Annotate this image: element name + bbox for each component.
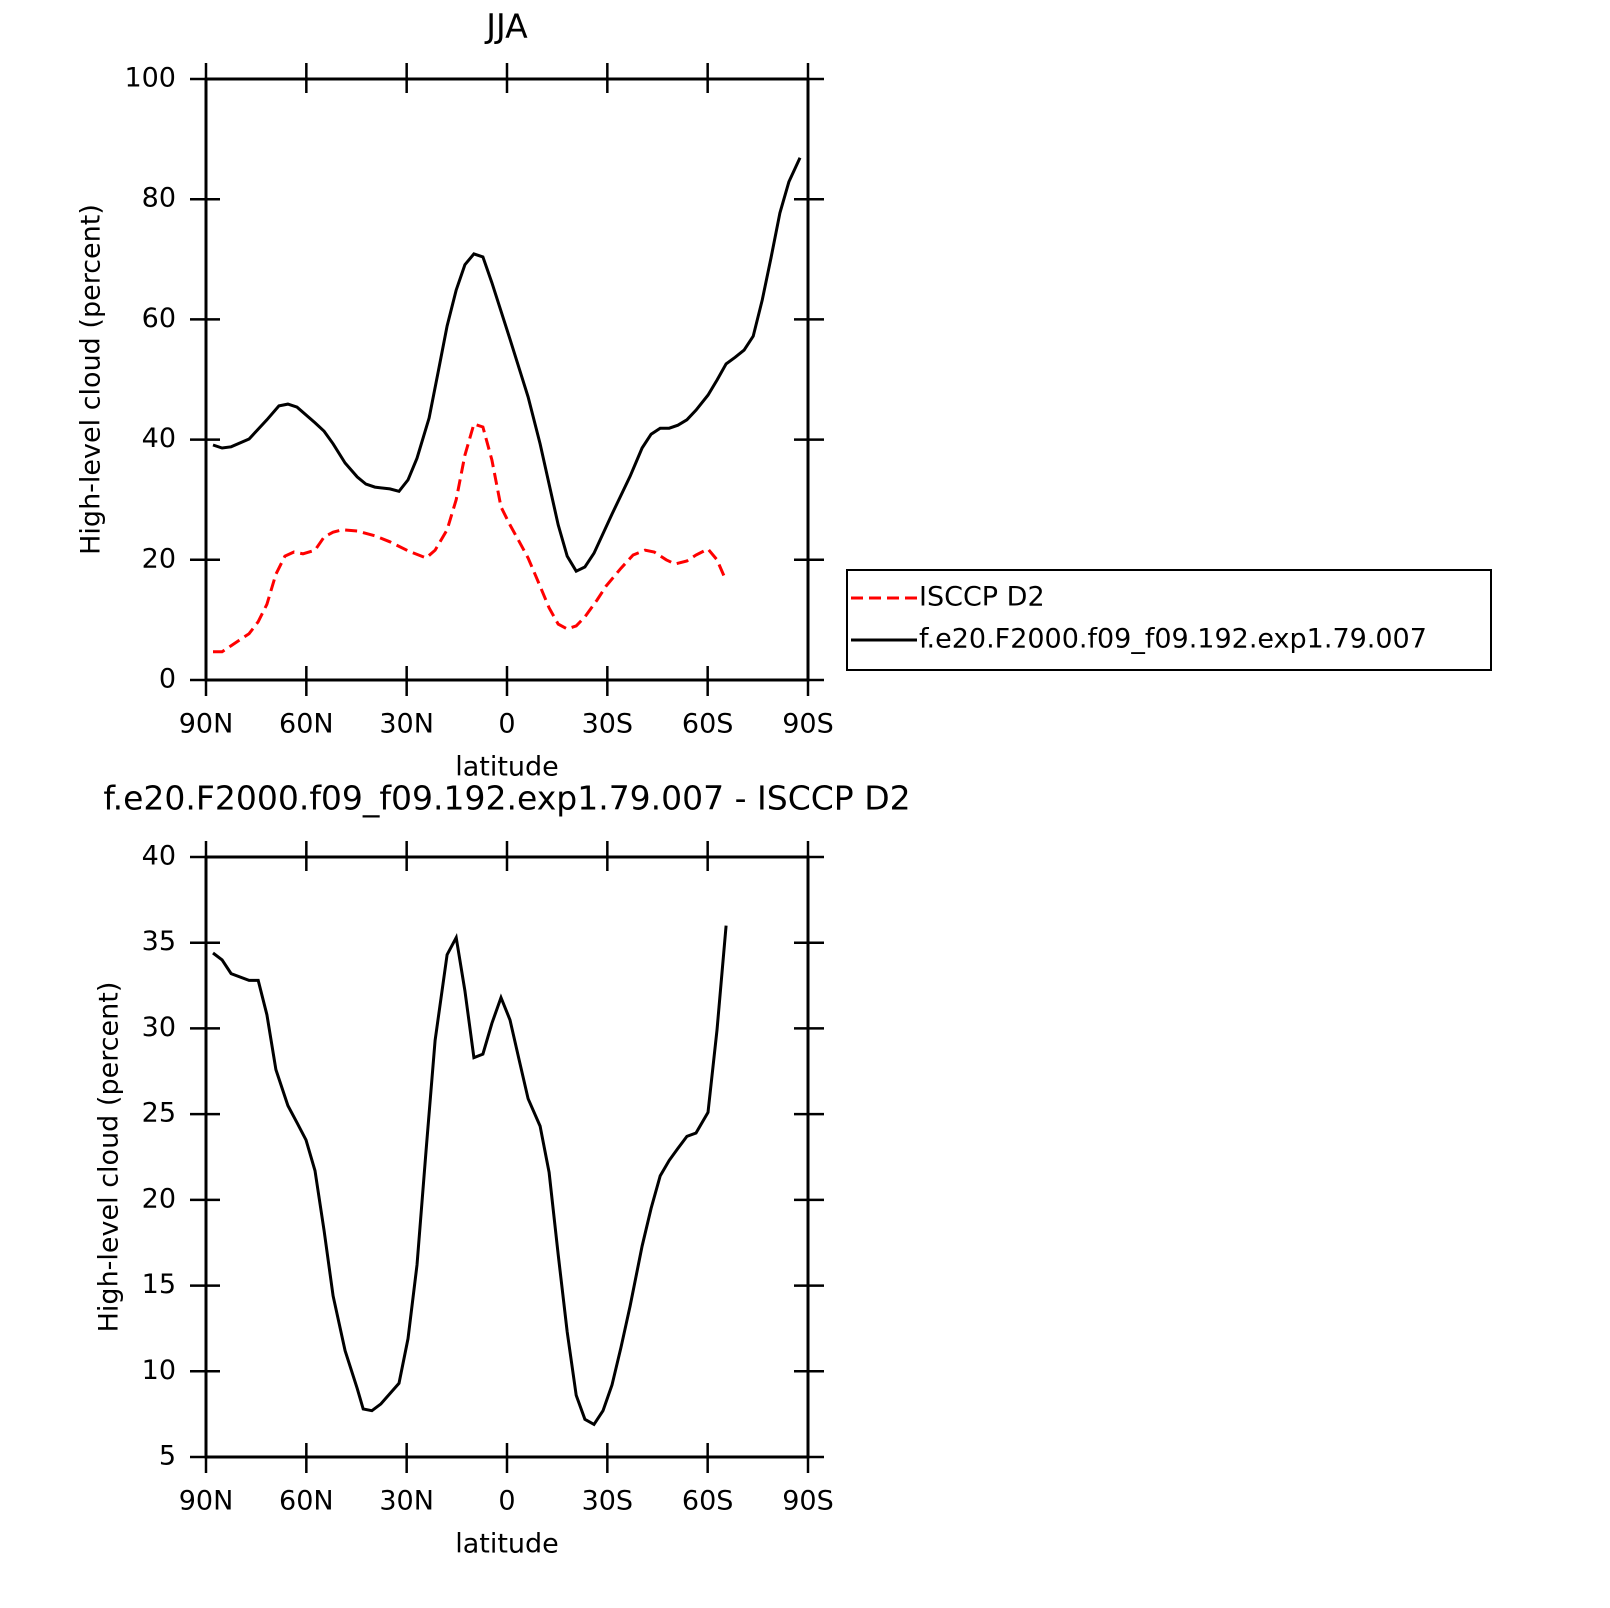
y-tick-label: 10: [142, 1355, 176, 1386]
x-tick-label: 60S: [682, 709, 734, 740]
x-tick-label: 90S: [782, 709, 834, 740]
y-tick-label: 20: [142, 1183, 176, 1214]
data-line: [212, 925, 728, 1427]
x-tick-label: 90N: [179, 709, 234, 740]
legend-label: f.e20.F2000.f09_f09.192.exp1.79.007: [919, 624, 1427, 655]
y-axis-label: High-level cloud (percent): [76, 204, 107, 555]
y-tick-label: 15: [142, 1269, 176, 1300]
x-tick-label: 90N: [179, 1486, 234, 1517]
y-tick-label: 40: [142, 841, 176, 872]
x-axis-label: latitude: [455, 1529, 559, 1560]
chart-title: f.e20.F2000.f09_f09.192.exp1.79.007 - IS…: [103, 779, 910, 818]
x-tick-label: 30S: [582, 709, 634, 740]
x-tick-label: 60S: [682, 1486, 734, 1517]
x-axis-label: latitude: [455, 752, 559, 783]
y-axis-label: High-level cloud (percent): [94, 982, 125, 1333]
plot-frame: [204, 77, 810, 682]
chart-title: JJA: [484, 7, 528, 46]
y-tick-label: 80: [142, 183, 176, 214]
y-tick-label: 35: [142, 926, 176, 957]
y-tick-label: 0: [159, 664, 176, 695]
data-line: [212, 157, 802, 574]
x-tick-label: 30N: [379, 709, 434, 740]
y-tick-label: 40: [142, 423, 176, 454]
y-tick-label: 100: [124, 63, 176, 94]
x-tick-label: 30S: [582, 1486, 634, 1517]
data-line: [213, 422, 728, 654]
x-tick-label: 0: [498, 1486, 515, 1517]
x-tick-label: 90S: [782, 1486, 834, 1517]
legend-label: ISCCP D2: [919, 582, 1045, 613]
legend-box: [846, 569, 1492, 671]
x-tick-label: 30N: [379, 1486, 434, 1517]
y-tick-label: 20: [142, 543, 176, 574]
y-tick-label: 25: [142, 1098, 176, 1129]
x-tick-label: 60N: [279, 1486, 334, 1517]
plot-frame: [204, 855, 810, 1459]
y-tick-label: 5: [159, 1441, 176, 1472]
y-tick-label: 60: [142, 303, 176, 334]
y-tick-label: 30: [142, 1012, 176, 1043]
x-tick-label: 0: [498, 709, 515, 740]
x-tick-label: 60N: [279, 709, 334, 740]
